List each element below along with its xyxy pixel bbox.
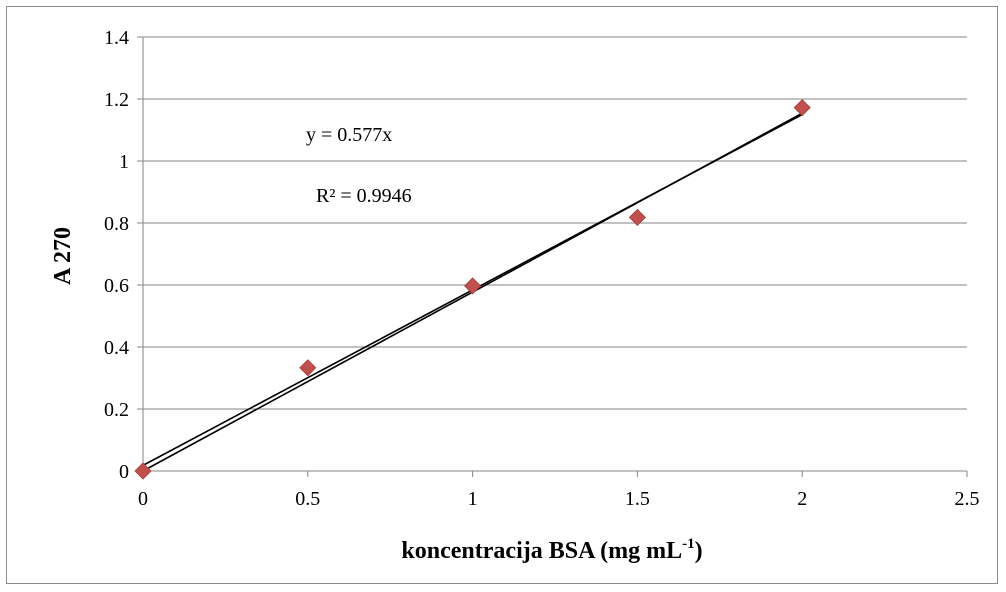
x-tick-label: 2.5 [955, 488, 980, 510]
y-tick-label: 1 [119, 151, 129, 173]
y-tick-label: 1.2 [104, 89, 129, 111]
x-tick-label: 0.5 [295, 488, 320, 510]
y-tick-label: 0.4 [104, 337, 129, 359]
data-point [628, 208, 646, 226]
trendline-equation: y = 0.577x [306, 124, 392, 146]
y-tick-label: 0.8 [104, 213, 129, 235]
x-tick-label: 2 [797, 488, 807, 510]
x-tick-label: 0 [138, 488, 148, 510]
axes [137, 36, 968, 477]
y-tick-label: 1.4 [104, 27, 129, 49]
y-tick-label: 0.2 [104, 399, 129, 421]
x-tick-label: 1.5 [625, 488, 650, 510]
y-axis-title: A 270 [50, 227, 76, 285]
grid [143, 36, 967, 410]
x-axis-title-main: koncentracija BSA (mg mL [401, 538, 682, 564]
x-tick-labels: 0 0.5 1 1.5 2 2.5 [138, 488, 980, 510]
data-points [134, 99, 811, 480]
y-tick-label: 0.6 [104, 275, 129, 297]
y-tick-labels: 0 0.2 0.4 0.6 0.8 1 1.2 1.4 [104, 27, 129, 483]
data-point [464, 277, 482, 295]
x-axis-title: koncentracija BSA (mg mL-1) [401, 536, 702, 564]
data-point [299, 359, 317, 377]
data-point [134, 462, 152, 480]
y-tick-label: 0 [119, 461, 129, 483]
x-axis-title-tail: ) [695, 538, 703, 564]
r-squared-label: R² = 0.9946 [316, 185, 412, 207]
x-tick-label: 1 [468, 488, 478, 510]
data-point [793, 99, 811, 117]
x-axis-title-superscript: -1 [682, 536, 695, 552]
chart-area [6, 6, 998, 584]
